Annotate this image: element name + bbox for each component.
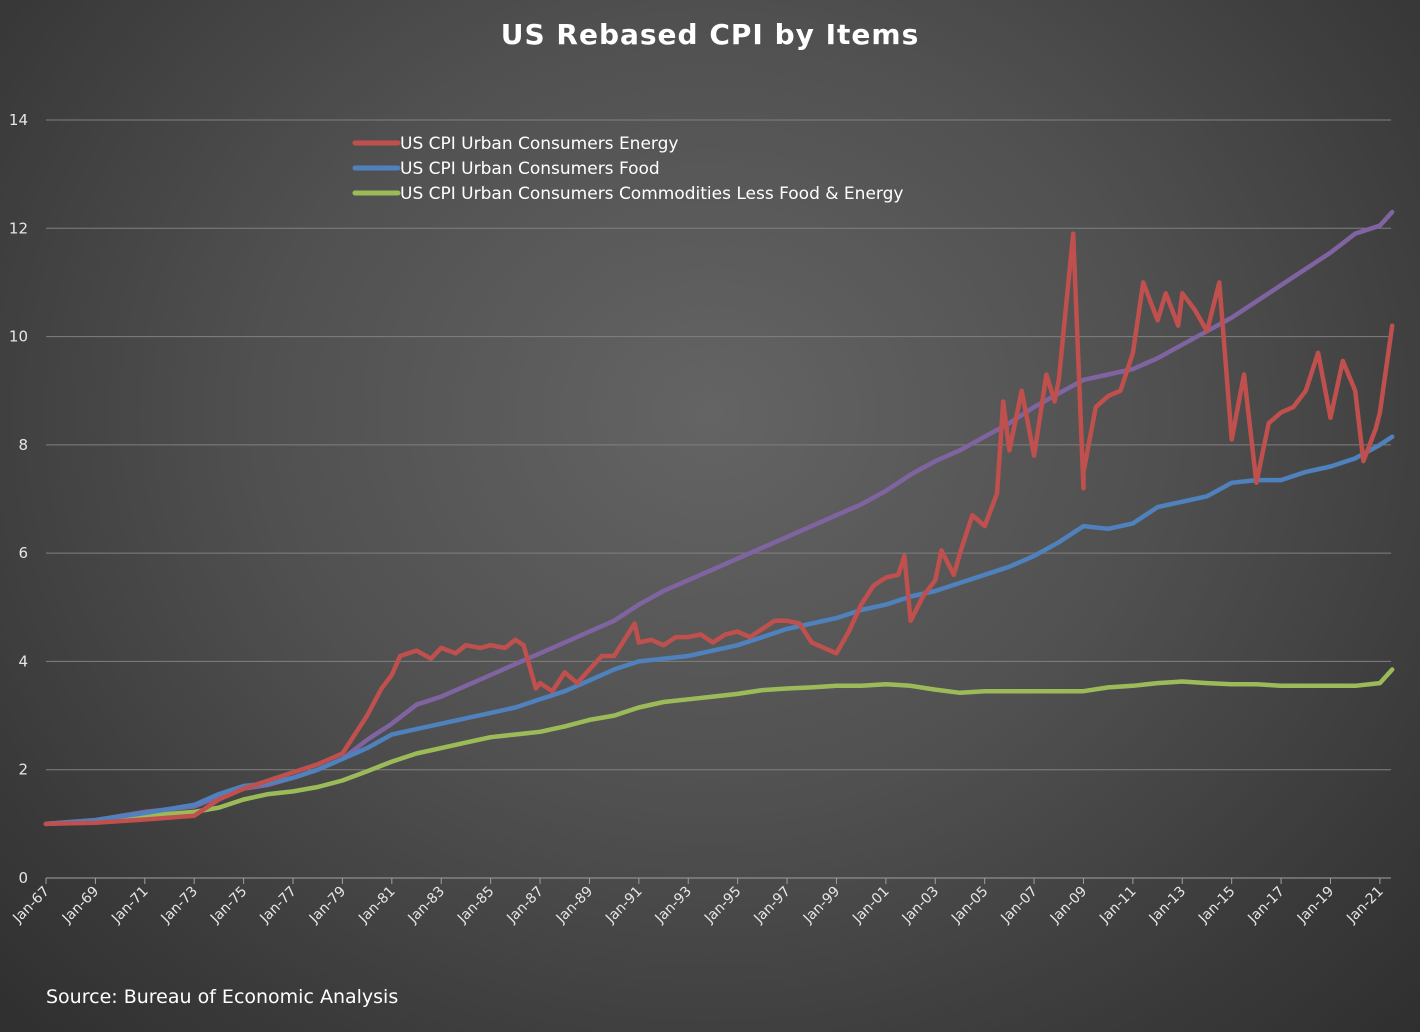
y-tick-label: 14 [9, 111, 28, 129]
x-tick-label: Jan-97 [750, 884, 793, 927]
x-tick-label: Jan-05 [948, 884, 991, 927]
x-tick-label: Jan-79 [306, 884, 349, 927]
series-lines [43, 209, 1395, 827]
x-tick-label: Jan-71 [108, 884, 151, 927]
x-tick-label: Jan-95 [701, 884, 744, 927]
x-tick-label: Jan-13 [1146, 884, 1189, 927]
x-tick-label: Jan-11 [1096, 884, 1139, 927]
chart-title: US Rebased CPI by Items [500, 18, 920, 51]
y-tick-label: 12 [9, 219, 28, 237]
y-tick-label: 4 [18, 652, 28, 670]
x-tick-label: Jan-83 [405, 884, 448, 927]
x-tick-label: Jan-99 [800, 884, 843, 927]
y-tick-label: 8 [18, 436, 28, 454]
x-tick-label: Jan-91 [602, 884, 645, 927]
x-axis-ticks: Jan-67 Jan-69 Jan-71 Jan-73 Jan-75 Jan-77 Jan-… [9, 878, 1387, 927]
y-axis-ticks: 0 2 4 6 8 10 12 14 [9, 111, 28, 887]
source-note: Source: Bureau of Economic Analysis [46, 986, 399, 1008]
x-tick-label: Jan-15 [1195, 884, 1238, 927]
x-tick-label: Jan-69 [59, 884, 102, 927]
x-tick-label: Jan-67 [9, 884, 52, 927]
x-tick-label: Jan-85 [454, 884, 497, 927]
series-line-2 [43, 667, 1395, 827]
legend-label: US CPI Urban Consumers Commodities Less … [400, 184, 903, 204]
legend-label: US CPI Urban Consumers Energy [400, 134, 678, 154]
x-tick-label: Jan-07 [997, 884, 1040, 927]
legend: US CPI Urban Consumers Energy US CPI Urba… [352, 134, 903, 204]
x-tick-label: Jan-21 [1343, 884, 1386, 927]
y-tick-label: 0 [18, 869, 28, 887]
y-tick-label: 6 [18, 544, 28, 562]
series-line-1 [43, 434, 1395, 827]
y-tick-label: 2 [18, 761, 28, 779]
x-tick-label: Jan-75 [207, 884, 250, 927]
grid-lines [46, 119, 1391, 879]
series-line-0 [43, 231, 1395, 827]
x-tick-label: Jan-73 [158, 884, 201, 927]
x-tick-label: Jan-93 [652, 884, 695, 927]
y-tick-label: 10 [9, 328, 28, 346]
legend-label: US CPI Urban Consumers Food [400, 159, 660, 179]
x-tick-label: Jan-77 [256, 884, 299, 927]
x-tick-label: Jan-81 [355, 884, 398, 927]
x-tick-label: Jan-19 [1294, 884, 1337, 927]
x-tick-label: Jan-87 [503, 884, 546, 927]
x-tick-label: Jan-09 [1047, 884, 1090, 927]
x-tick-label: Jan-89 [553, 884, 596, 927]
x-tick-label: Jan-01 [849, 884, 892, 927]
x-tick-label: Jan-03 [899, 884, 942, 927]
x-tick-label: Jan-17 [1244, 884, 1287, 927]
